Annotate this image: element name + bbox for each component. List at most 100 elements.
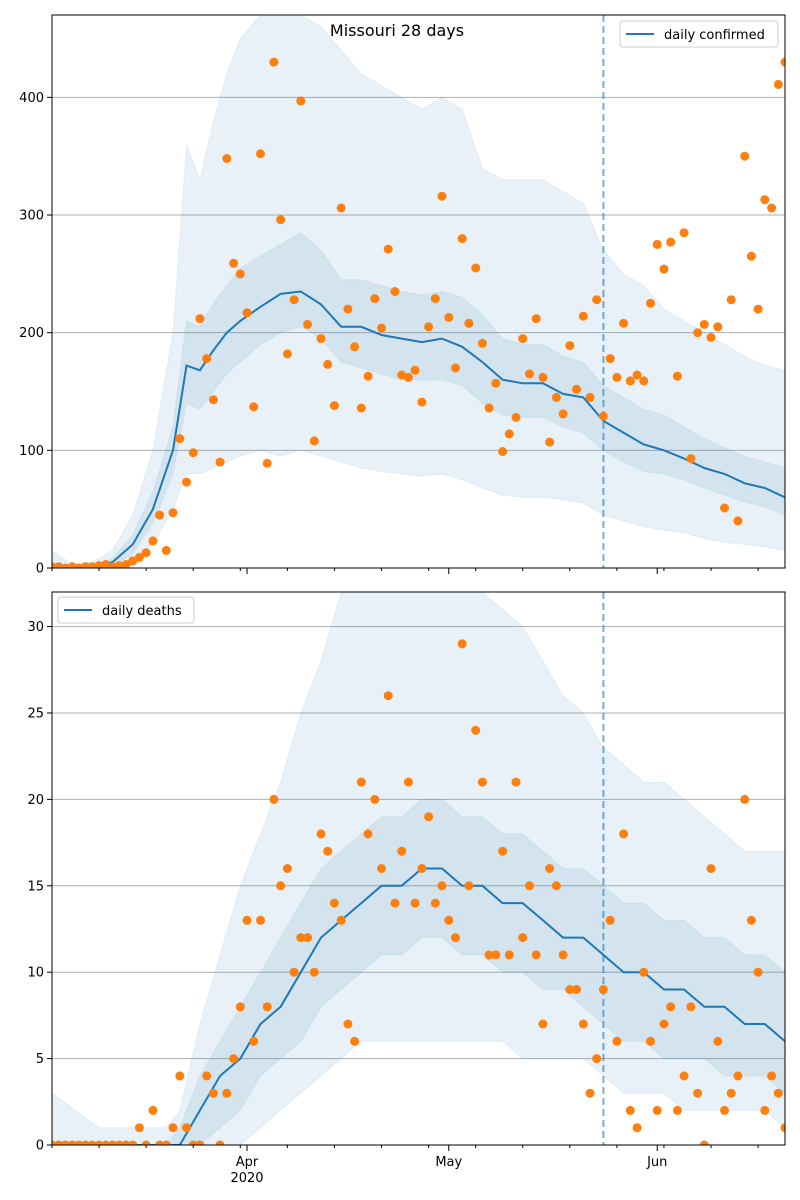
observed-point (484, 950, 494, 960)
observed-point (619, 829, 629, 839)
x-tick-label: Jun (646, 1155, 667, 1170)
y-tick-label: 15 (27, 879, 44, 894)
observed-point (242, 915, 252, 925)
observed-point (54, 562, 64, 568)
observed-point (356, 777, 366, 787)
observed-point (370, 794, 380, 804)
observed-point (484, 403, 494, 413)
observed-point (289, 295, 299, 305)
deaths-axes-frame (51, 591, 786, 1146)
observed-point (625, 1105, 635, 1115)
observed-point (572, 384, 581, 394)
y-tick-label: 200 (19, 326, 44, 341)
observed-point (296, 933, 306, 943)
observed-point (114, 561, 124, 568)
observed-point (424, 812, 434, 822)
observed-point (592, 1054, 602, 1064)
observed-point (155, 1140, 165, 1145)
observed-point (491, 950, 501, 960)
observed-point (249, 1036, 259, 1046)
confirmed-mean-line (52, 290, 785, 568)
confirmed-uncertainty-bands (52, 15, 785, 568)
observed-point (134, 1123, 144, 1133)
observed-point (175, 434, 185, 444)
observed-point (94, 1140, 104, 1145)
observed-point (430, 898, 440, 908)
observed-point (632, 370, 642, 380)
observed-point (424, 322, 434, 332)
deaths-observed-points (52, 639, 785, 1145)
observed-point (336, 915, 346, 925)
observed-point (780, 57, 785, 67)
observed-point (679, 228, 689, 238)
observed-point (706, 332, 716, 342)
observed-point (323, 359, 333, 369)
chart-title: Missouri 28 days (330, 21, 464, 40)
observed-point (437, 191, 447, 201)
observed-point (451, 363, 460, 373)
observed-point (558, 409, 568, 419)
observed-point (444, 312, 454, 322)
y-tick-label: 20 (27, 793, 44, 808)
observed-point (175, 1071, 185, 1081)
observed-point (262, 458, 272, 468)
observed-point (108, 1140, 117, 1145)
observed-point (538, 1019, 548, 1029)
observed-point (740, 794, 750, 804)
observed-point (639, 967, 649, 977)
observed-point (585, 392, 595, 402)
y-tick-label: 30 (27, 620, 44, 635)
observed-point (161, 1140, 171, 1145)
observed-point (767, 1071, 777, 1081)
observed-point (605, 915, 615, 925)
observed-point (215, 1140, 225, 1145)
observed-point (713, 322, 723, 332)
deaths-y-ticks: 0 5 10 15 20 25 30 (27, 620, 52, 1154)
observed-point (363, 371, 373, 381)
observed-point (545, 437, 555, 447)
observed-point (377, 864, 386, 873)
observed-point (457, 234, 467, 244)
observed-point (316, 334, 326, 344)
observed-point (525, 369, 534, 379)
observed-point (511, 777, 521, 787)
observed-point (504, 429, 514, 439)
observed-point (646, 1036, 655, 1046)
series-line (52, 867, 785, 1145)
observed-point (525, 881, 534, 891)
observed-point (222, 154, 232, 163)
y-tick-label: 5 (36, 1052, 44, 1067)
observed-point (646, 298, 655, 308)
observed-point (215, 457, 225, 467)
x-tick-label: Apr (236, 1155, 259, 1170)
observed-point (699, 319, 709, 329)
observed-point (54, 1140, 64, 1145)
observed-point (303, 933, 312, 943)
observed-point (720, 503, 729, 513)
observed-point (457, 639, 467, 649)
observed-point (94, 561, 104, 568)
confirmed-panel: 0 100 200 300 400 Missouri 28 days daily con… (19, 14, 786, 577)
observed-point (652, 1105, 662, 1115)
confirmed-x-ticks (51, 568, 759, 574)
observed-point (733, 516, 743, 526)
observed-point (780, 1123, 785, 1133)
observed-point (269, 57, 279, 67)
observed-point (498, 447, 508, 456)
observed-point (60, 1140, 70, 1145)
observed-point (101, 560, 111, 568)
observed-point (377, 323, 386, 333)
observed-point (148, 1105, 158, 1115)
x-tick-sublabel: 2020 (230, 1171, 263, 1186)
observed-point (477, 338, 487, 348)
observed-point (128, 556, 138, 566)
observed-point (686, 1002, 696, 1012)
observed-point (417, 864, 427, 873)
observed-point (87, 1140, 97, 1145)
observed-point (518, 933, 528, 943)
observed-point (693, 1088, 703, 1098)
observed-point (74, 1140, 84, 1145)
observed-point (477, 777, 487, 787)
